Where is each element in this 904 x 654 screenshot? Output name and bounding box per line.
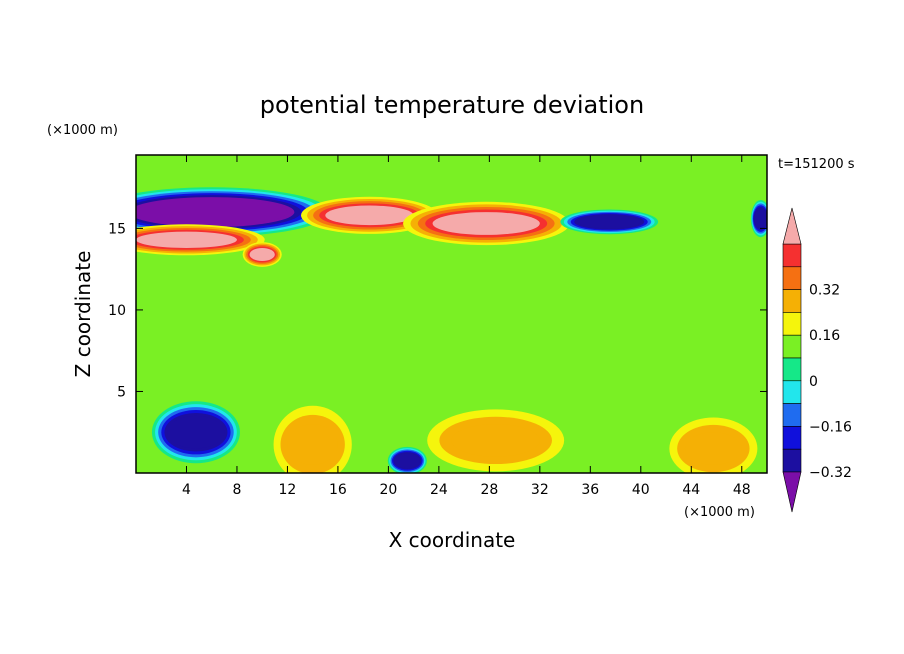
x-tick-label: 20 [379, 482, 397, 498]
colorbar: 0.32 0.16 0 −0.16 −0.32 [782, 207, 852, 513]
contour-field [136, 155, 767, 473]
colorbar-label: 0.16 [809, 328, 840, 344]
colorbar-swatch [782, 289, 802, 313]
contour-feature-9-band-2 [287, 424, 338, 465]
contour-feature-8-band-5 [394, 453, 420, 469]
contour-feature-2-band-4 [249, 247, 275, 261]
colorbar-swatch [782, 312, 802, 336]
colorbar-swatch [782, 380, 802, 404]
contour-feature-10-band-2 [451, 424, 540, 457]
colorbar-label: −0.16 [809, 419, 852, 435]
contour-feature-3-band-4 [325, 205, 414, 226]
colorbar-swatch [782, 426, 802, 450]
x-tick-label: 4 [182, 482, 191, 498]
y-axis: 5 10 15 [108, 221, 767, 400]
time-label: t=151200 s [778, 157, 855, 172]
colorbar-swatch [782, 334, 802, 359]
x-unit-label: (×1000 m) [684, 505, 755, 520]
x-tick-label: 28 [480, 482, 498, 498]
x-tick-label: 8 [232, 482, 241, 498]
x-tick-label: 32 [531, 482, 549, 498]
x-tick-label: 12 [279, 482, 297, 498]
colorbar-label: 0 [809, 374, 818, 390]
colorbar-swatch [782, 243, 802, 268]
x-tick-label: 48 [733, 482, 751, 498]
contour-feature-0-band-6 [136, 199, 288, 226]
contour-feature-5-band-5 [577, 215, 641, 229]
contour-feature-6-band-5 [754, 208, 767, 229]
x-axis: 4 8 12 16 20 24 28 32 36 40 44 48 [182, 155, 751, 498]
y-axis-title: Z coordinate [71, 251, 95, 378]
x-axis-title: X coordinate [389, 528, 516, 552]
y-unit-label: (×1000 m) [47, 123, 118, 138]
colorbar-bottom-arrow [782, 471, 802, 513]
colorbar-swatch [782, 403, 802, 427]
contour-feature-1-band-4 [136, 231, 237, 248]
contour-feature-7-band-5 [167, 415, 225, 449]
contour-feature-11-band-2 [684, 432, 742, 465]
colorbar-label: −0.32 [809, 465, 852, 481]
y-tick-label: 5 [117, 384, 126, 400]
y-tick-label: 15 [108, 221, 126, 237]
x-tick-label: 24 [430, 482, 448, 498]
colorbar-label: 0.32 [809, 283, 840, 299]
x-tick-label: 36 [581, 482, 599, 498]
x-tick-label: 44 [682, 482, 700, 498]
x-tick-label: 16 [329, 482, 347, 498]
chart-title: potential temperature deviation [260, 91, 644, 119]
y-tick-label: 10 [108, 303, 126, 319]
colorbar-swatch [782, 266, 802, 290]
colorbar-top-arrow [782, 207, 802, 245]
colorbar-swatch [782, 448, 802, 473]
plot-frame [135, 154, 768, 474]
contour-feature-4-band-4 [432, 212, 540, 235]
colorbar-swatch [782, 357, 802, 382]
x-tick-label: 40 [632, 482, 650, 498]
